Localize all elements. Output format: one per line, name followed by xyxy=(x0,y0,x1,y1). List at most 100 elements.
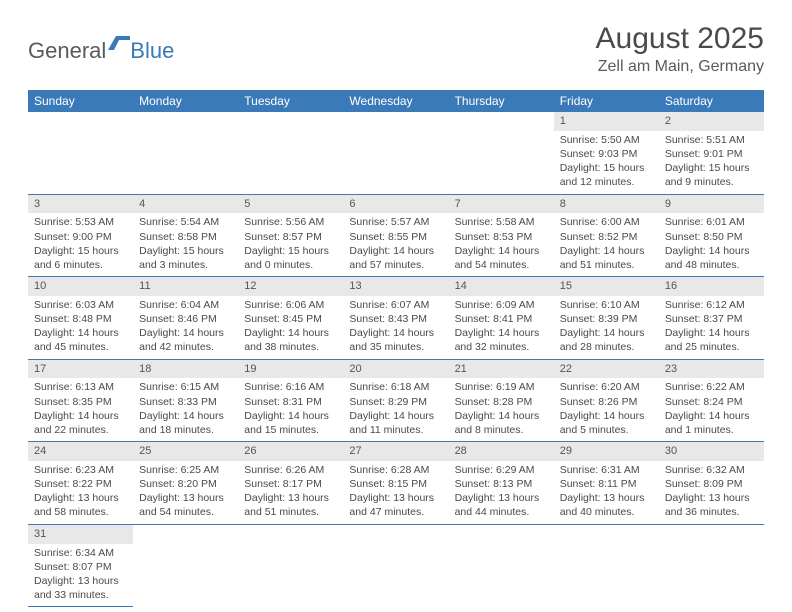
day-details: Sunrise: 6:13 AMSunset: 8:35 PMDaylight:… xyxy=(28,378,133,441)
day-number-empty xyxy=(343,112,448,131)
calendar-day-cell: 4Sunrise: 5:54 AMSunset: 8:58 PMDaylight… xyxy=(133,194,238,277)
day-details: Sunrise: 6:23 AMSunset: 8:22 PMDaylight:… xyxy=(28,461,133,524)
day-number: 23 xyxy=(659,360,764,379)
calendar-day-cell: 2Sunrise: 5:51 AMSunset: 9:01 PMDaylight… xyxy=(659,112,764,194)
calendar-week-row: 24Sunrise: 6:23 AMSunset: 8:22 PMDayligh… xyxy=(28,442,764,525)
day-details: Sunrise: 5:57 AMSunset: 8:55 PMDaylight:… xyxy=(343,213,448,276)
day-number: 10 xyxy=(28,277,133,296)
logo-text-blue: Blue xyxy=(130,38,174,64)
day-number-empty xyxy=(659,525,764,544)
calendar-day-cell: 18Sunrise: 6:15 AMSunset: 8:33 PMDayligh… xyxy=(133,359,238,442)
calendar-day-cell: 6Sunrise: 5:57 AMSunset: 8:55 PMDaylight… xyxy=(343,194,448,277)
calendar-day-cell: 13Sunrise: 6:07 AMSunset: 8:43 PMDayligh… xyxy=(343,277,448,360)
day-details: Sunrise: 6:03 AMSunset: 8:48 PMDaylight:… xyxy=(28,296,133,359)
day-number-empty xyxy=(554,525,659,544)
day-details: Sunrise: 5:56 AMSunset: 8:57 PMDaylight:… xyxy=(238,213,343,276)
calendar-day-cell: 24Sunrise: 6:23 AMSunset: 8:22 PMDayligh… xyxy=(28,442,133,525)
day-number: 28 xyxy=(449,442,554,461)
day-details: Sunrise: 6:31 AMSunset: 8:11 PMDaylight:… xyxy=(554,461,659,524)
weekday-header-row: SundayMondayTuesdayWednesdayThursdayFrid… xyxy=(28,90,764,112)
day-number: 13 xyxy=(343,277,448,296)
calendar-day-cell: 22Sunrise: 6:20 AMSunset: 8:26 PMDayligh… xyxy=(554,359,659,442)
day-number-empty xyxy=(238,525,343,544)
day-number: 19 xyxy=(238,360,343,379)
day-details: Sunrise: 6:20 AMSunset: 8:26 PMDaylight:… xyxy=(554,378,659,441)
calendar-week-row: 17Sunrise: 6:13 AMSunset: 8:35 PMDayligh… xyxy=(28,359,764,442)
logo-text-gray: General xyxy=(28,38,106,64)
day-details: Sunrise: 6:10 AMSunset: 8:39 PMDaylight:… xyxy=(554,296,659,359)
calendar-empty-cell xyxy=(449,112,554,194)
calendar-empty-cell xyxy=(238,112,343,194)
calendar-day-cell: 19Sunrise: 6:16 AMSunset: 8:31 PMDayligh… xyxy=(238,359,343,442)
day-details: Sunrise: 6:12 AMSunset: 8:37 PMDaylight:… xyxy=(659,296,764,359)
day-details: Sunrise: 6:18 AMSunset: 8:29 PMDaylight:… xyxy=(343,378,448,441)
day-details: Sunrise: 6:04 AMSunset: 8:46 PMDaylight:… xyxy=(133,296,238,359)
calendar-day-cell: 16Sunrise: 6:12 AMSunset: 8:37 PMDayligh… xyxy=(659,277,764,360)
calendar-day-cell: 10Sunrise: 6:03 AMSunset: 8:48 PMDayligh… xyxy=(28,277,133,360)
calendar-day-cell: 11Sunrise: 6:04 AMSunset: 8:46 PMDayligh… xyxy=(133,277,238,360)
calendar-day-cell: 26Sunrise: 6:26 AMSunset: 8:17 PMDayligh… xyxy=(238,442,343,525)
calendar-empty-cell xyxy=(133,112,238,194)
weekday-header: Tuesday xyxy=(238,90,343,112)
day-number: 26 xyxy=(238,442,343,461)
day-number-empty xyxy=(343,525,448,544)
day-number-empty xyxy=(449,112,554,131)
day-details: Sunrise: 6:09 AMSunset: 8:41 PMDaylight:… xyxy=(449,296,554,359)
calendar-day-cell: 30Sunrise: 6:32 AMSunset: 8:09 PMDayligh… xyxy=(659,442,764,525)
calendar-day-cell: 14Sunrise: 6:09 AMSunset: 8:41 PMDayligh… xyxy=(449,277,554,360)
day-details: Sunrise: 6:07 AMSunset: 8:43 PMDaylight:… xyxy=(343,296,448,359)
day-number: 29 xyxy=(554,442,659,461)
day-number: 31 xyxy=(28,525,133,544)
title-block: August 2025 Zell am Main, Germany xyxy=(596,22,764,76)
day-number: 25 xyxy=(133,442,238,461)
day-number: 21 xyxy=(449,360,554,379)
day-number: 11 xyxy=(133,277,238,296)
day-details: Sunrise: 6:26 AMSunset: 8:17 PMDaylight:… xyxy=(238,461,343,524)
day-number: 17 xyxy=(28,360,133,379)
day-number: 24 xyxy=(28,442,133,461)
calendar-day-cell: 1Sunrise: 5:50 AMSunset: 9:03 PMDaylight… xyxy=(554,112,659,194)
day-number: 16 xyxy=(659,277,764,296)
day-number: 18 xyxy=(133,360,238,379)
logo: General Blue xyxy=(28,38,174,64)
weekday-header: Sunday xyxy=(28,90,133,112)
calendar-week-row: 3Sunrise: 5:53 AMSunset: 9:00 PMDaylight… xyxy=(28,194,764,277)
day-details: Sunrise: 6:00 AMSunset: 8:52 PMDaylight:… xyxy=(554,213,659,276)
calendar-day-cell: 25Sunrise: 6:25 AMSunset: 8:20 PMDayligh… xyxy=(133,442,238,525)
day-number: 7 xyxy=(449,195,554,214)
calendar-day-cell: 23Sunrise: 6:22 AMSunset: 8:24 PMDayligh… xyxy=(659,359,764,442)
day-details: Sunrise: 5:50 AMSunset: 9:03 PMDaylight:… xyxy=(554,131,659,194)
day-number-empty xyxy=(133,112,238,131)
day-details: Sunrise: 5:54 AMSunset: 8:58 PMDaylight:… xyxy=(133,213,238,276)
day-details: Sunrise: 6:15 AMSunset: 8:33 PMDaylight:… xyxy=(133,378,238,441)
calendar-empty-cell xyxy=(343,112,448,194)
calendar-day-cell: 3Sunrise: 5:53 AMSunset: 9:00 PMDaylight… xyxy=(28,194,133,277)
calendar-week-row: 10Sunrise: 6:03 AMSunset: 8:48 PMDayligh… xyxy=(28,277,764,360)
day-details: Sunrise: 6:34 AMSunset: 8:07 PMDaylight:… xyxy=(28,544,133,607)
day-number-empty xyxy=(449,525,554,544)
day-number: 12 xyxy=(238,277,343,296)
day-number: 5 xyxy=(238,195,343,214)
day-details: Sunrise: 6:29 AMSunset: 8:13 PMDaylight:… xyxy=(449,461,554,524)
day-number: 8 xyxy=(554,195,659,214)
day-details: Sunrise: 6:16 AMSunset: 8:31 PMDaylight:… xyxy=(238,378,343,441)
day-details: Sunrise: 5:58 AMSunset: 8:53 PMDaylight:… xyxy=(449,213,554,276)
weekday-header: Saturday xyxy=(659,90,764,112)
weekday-header: Wednesday xyxy=(343,90,448,112)
day-number-empty xyxy=(238,112,343,131)
calendar-day-cell: 9Sunrise: 6:01 AMSunset: 8:50 PMDaylight… xyxy=(659,194,764,277)
calendar-day-cell: 20Sunrise: 6:18 AMSunset: 8:29 PMDayligh… xyxy=(343,359,448,442)
calendar-day-cell: 21Sunrise: 6:19 AMSunset: 8:28 PMDayligh… xyxy=(449,359,554,442)
location: Zell am Main, Germany xyxy=(596,58,764,76)
calendar-week-row: 31Sunrise: 6:34 AMSunset: 8:07 PMDayligh… xyxy=(28,524,764,607)
flag-icon xyxy=(108,36,130,50)
calendar-empty-cell xyxy=(449,524,554,607)
calendar-empty-cell xyxy=(28,112,133,194)
calendar-week-row: 1Sunrise: 5:50 AMSunset: 9:03 PMDaylight… xyxy=(28,112,764,194)
weekday-header: Friday xyxy=(554,90,659,112)
calendar-empty-cell xyxy=(238,524,343,607)
weekday-header: Thursday xyxy=(449,90,554,112)
day-number: 22 xyxy=(554,360,659,379)
weekday-header: Monday xyxy=(133,90,238,112)
calendar-empty-cell xyxy=(133,524,238,607)
